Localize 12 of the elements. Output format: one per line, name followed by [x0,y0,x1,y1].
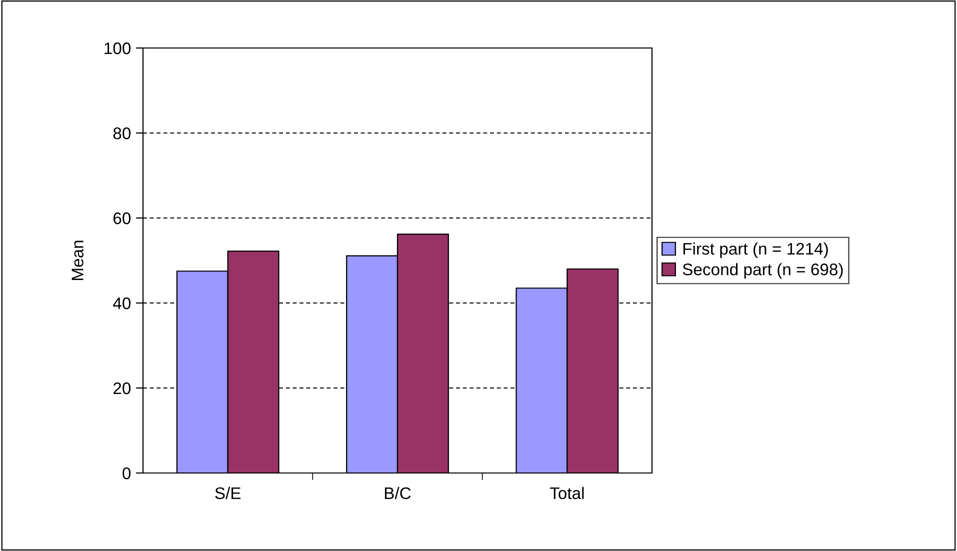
x-tick-label: Total [550,486,584,500]
legend-label: First part (n = 1214) [683,242,828,258]
y-tick-label: 20 [113,382,131,394]
y-tick-label: 100 [104,42,131,54]
y-axis-title: Mean [72,240,84,280]
x-tick-label: B/C [384,486,411,500]
legend-label: Second part (n = 698) [682,263,843,279]
x-tick-label: S/E [215,486,241,500]
y-tick-label: 60 [114,212,131,224]
y-tick-label: 40 [113,297,131,310]
y-tick-label: 80 [113,127,131,140]
y-tick-label: 0 [122,467,131,480]
